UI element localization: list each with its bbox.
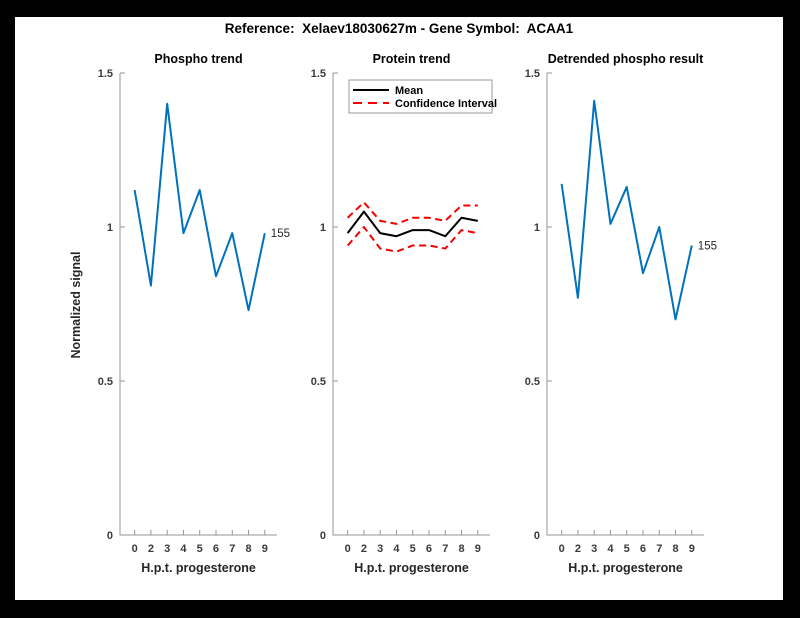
subplot-phospho-trend: 0 0.5 1 1.5 0 2 3 4 5 6 7 8 9 Phospho trend H.p.t. pro…	[90, 45, 332, 590]
x-tick-label: 9	[475, 543, 481, 555]
y-tick-label: 0.5	[525, 376, 540, 388]
x-tick-label: 9	[262, 543, 268, 555]
x-tick-label: 4	[607, 543, 614, 555]
x-tick-label: 4	[393, 543, 400, 555]
x-tick-label: 6	[426, 543, 432, 555]
figure-title: Reference: Xelaev18030627m - Gene Symbol…	[224, 21, 574, 36]
x-tick-label: 3	[377, 543, 383, 555]
axes-spines	[119, 73, 277, 536]
axes-spines	[332, 73, 490, 536]
chart-title: Protein trend	[373, 52, 451, 66]
y-tick-label: 0	[320, 530, 326, 542]
x-tick-label: 7	[229, 543, 235, 555]
series-end-label: 155	[698, 240, 717, 252]
x-tick-label: 5	[624, 543, 630, 555]
x-tick-label: 9	[689, 543, 695, 555]
x-tick-label: 0	[559, 543, 565, 555]
x-tick-label: 0	[132, 543, 138, 555]
y-tick-label: 0.5	[98, 376, 113, 388]
series-end-label: 155	[271, 228, 290, 240]
y-tick-label: 1	[534, 222, 540, 234]
x-tick-label: 6	[640, 543, 646, 555]
legend-box	[348, 79, 493, 114]
chart-title: Phospho trend	[154, 52, 242, 66]
x-tick-label: 6	[213, 543, 219, 555]
y-tick-label: 0.5	[311, 376, 326, 388]
y-tick-label: 1.5	[98, 68, 113, 80]
x-tick-label: 2	[361, 543, 367, 555]
y-tick-label: 1	[320, 222, 326, 234]
axes-spines	[546, 73, 704, 536]
legend-entry-label: Mean	[395, 85, 423, 97]
x-tick-label: 8	[458, 543, 464, 555]
phospho-signal-155-line	[133, 102, 266, 312]
y-axis-label: Normalized signal	[69, 251, 83, 359]
figure-canvas: Reference: Xelaev18030627m - Gene Symbol…	[15, 17, 783, 600]
x-tick-label: 4	[180, 543, 187, 555]
legend-entry-label: Confidence Interval	[395, 98, 497, 110]
x-axis-label: H.p.t. progesterone	[354, 561, 469, 575]
subplot-protein-trend: 0 0.5 1 1.5 0 2 3 4 5 6 7 8 9 Protein trend H.p.t. pro…	[303, 45, 545, 590]
x-axis-label: H.p.t. progesterone	[568, 561, 683, 575]
mean-line	[346, 210, 478, 238]
confidence-interval-lower-line	[346, 226, 478, 253]
x-tick-label: 3	[164, 543, 170, 555]
x-tick-label: 7	[656, 543, 662, 555]
x-tick-label: 2	[148, 543, 154, 555]
y-tick-label: 0	[534, 530, 540, 542]
x-tick-label: 5	[410, 543, 416, 555]
y-tick-label: 1.5	[525, 68, 540, 80]
x-tick-label: 0	[345, 543, 351, 555]
y-tick-label: 1.5	[311, 68, 326, 80]
x-tick-label: 8	[672, 543, 678, 555]
x-tick-label: 8	[245, 543, 251, 555]
y-tick-label: 1	[107, 222, 113, 234]
chart-title: Detrended phospho result	[548, 52, 704, 66]
x-tick-label: 2	[575, 543, 581, 555]
x-tick-label: 7	[442, 543, 448, 555]
x-axis-label: H.p.t. progesterone	[141, 561, 256, 575]
x-tick-label: 5	[197, 543, 203, 555]
detrended-phospho-signal-155-line	[560, 99, 693, 321]
x-tick-label: 3	[591, 543, 597, 555]
y-tick-label: 0	[107, 530, 113, 542]
confidence-interval-upper-line	[346, 201, 478, 225]
subplot-detrended-phospho: 0 0.5 1 1.5 0 2 3 4 5 6 7 8 9 Detrended phospho resul…	[517, 45, 759, 590]
